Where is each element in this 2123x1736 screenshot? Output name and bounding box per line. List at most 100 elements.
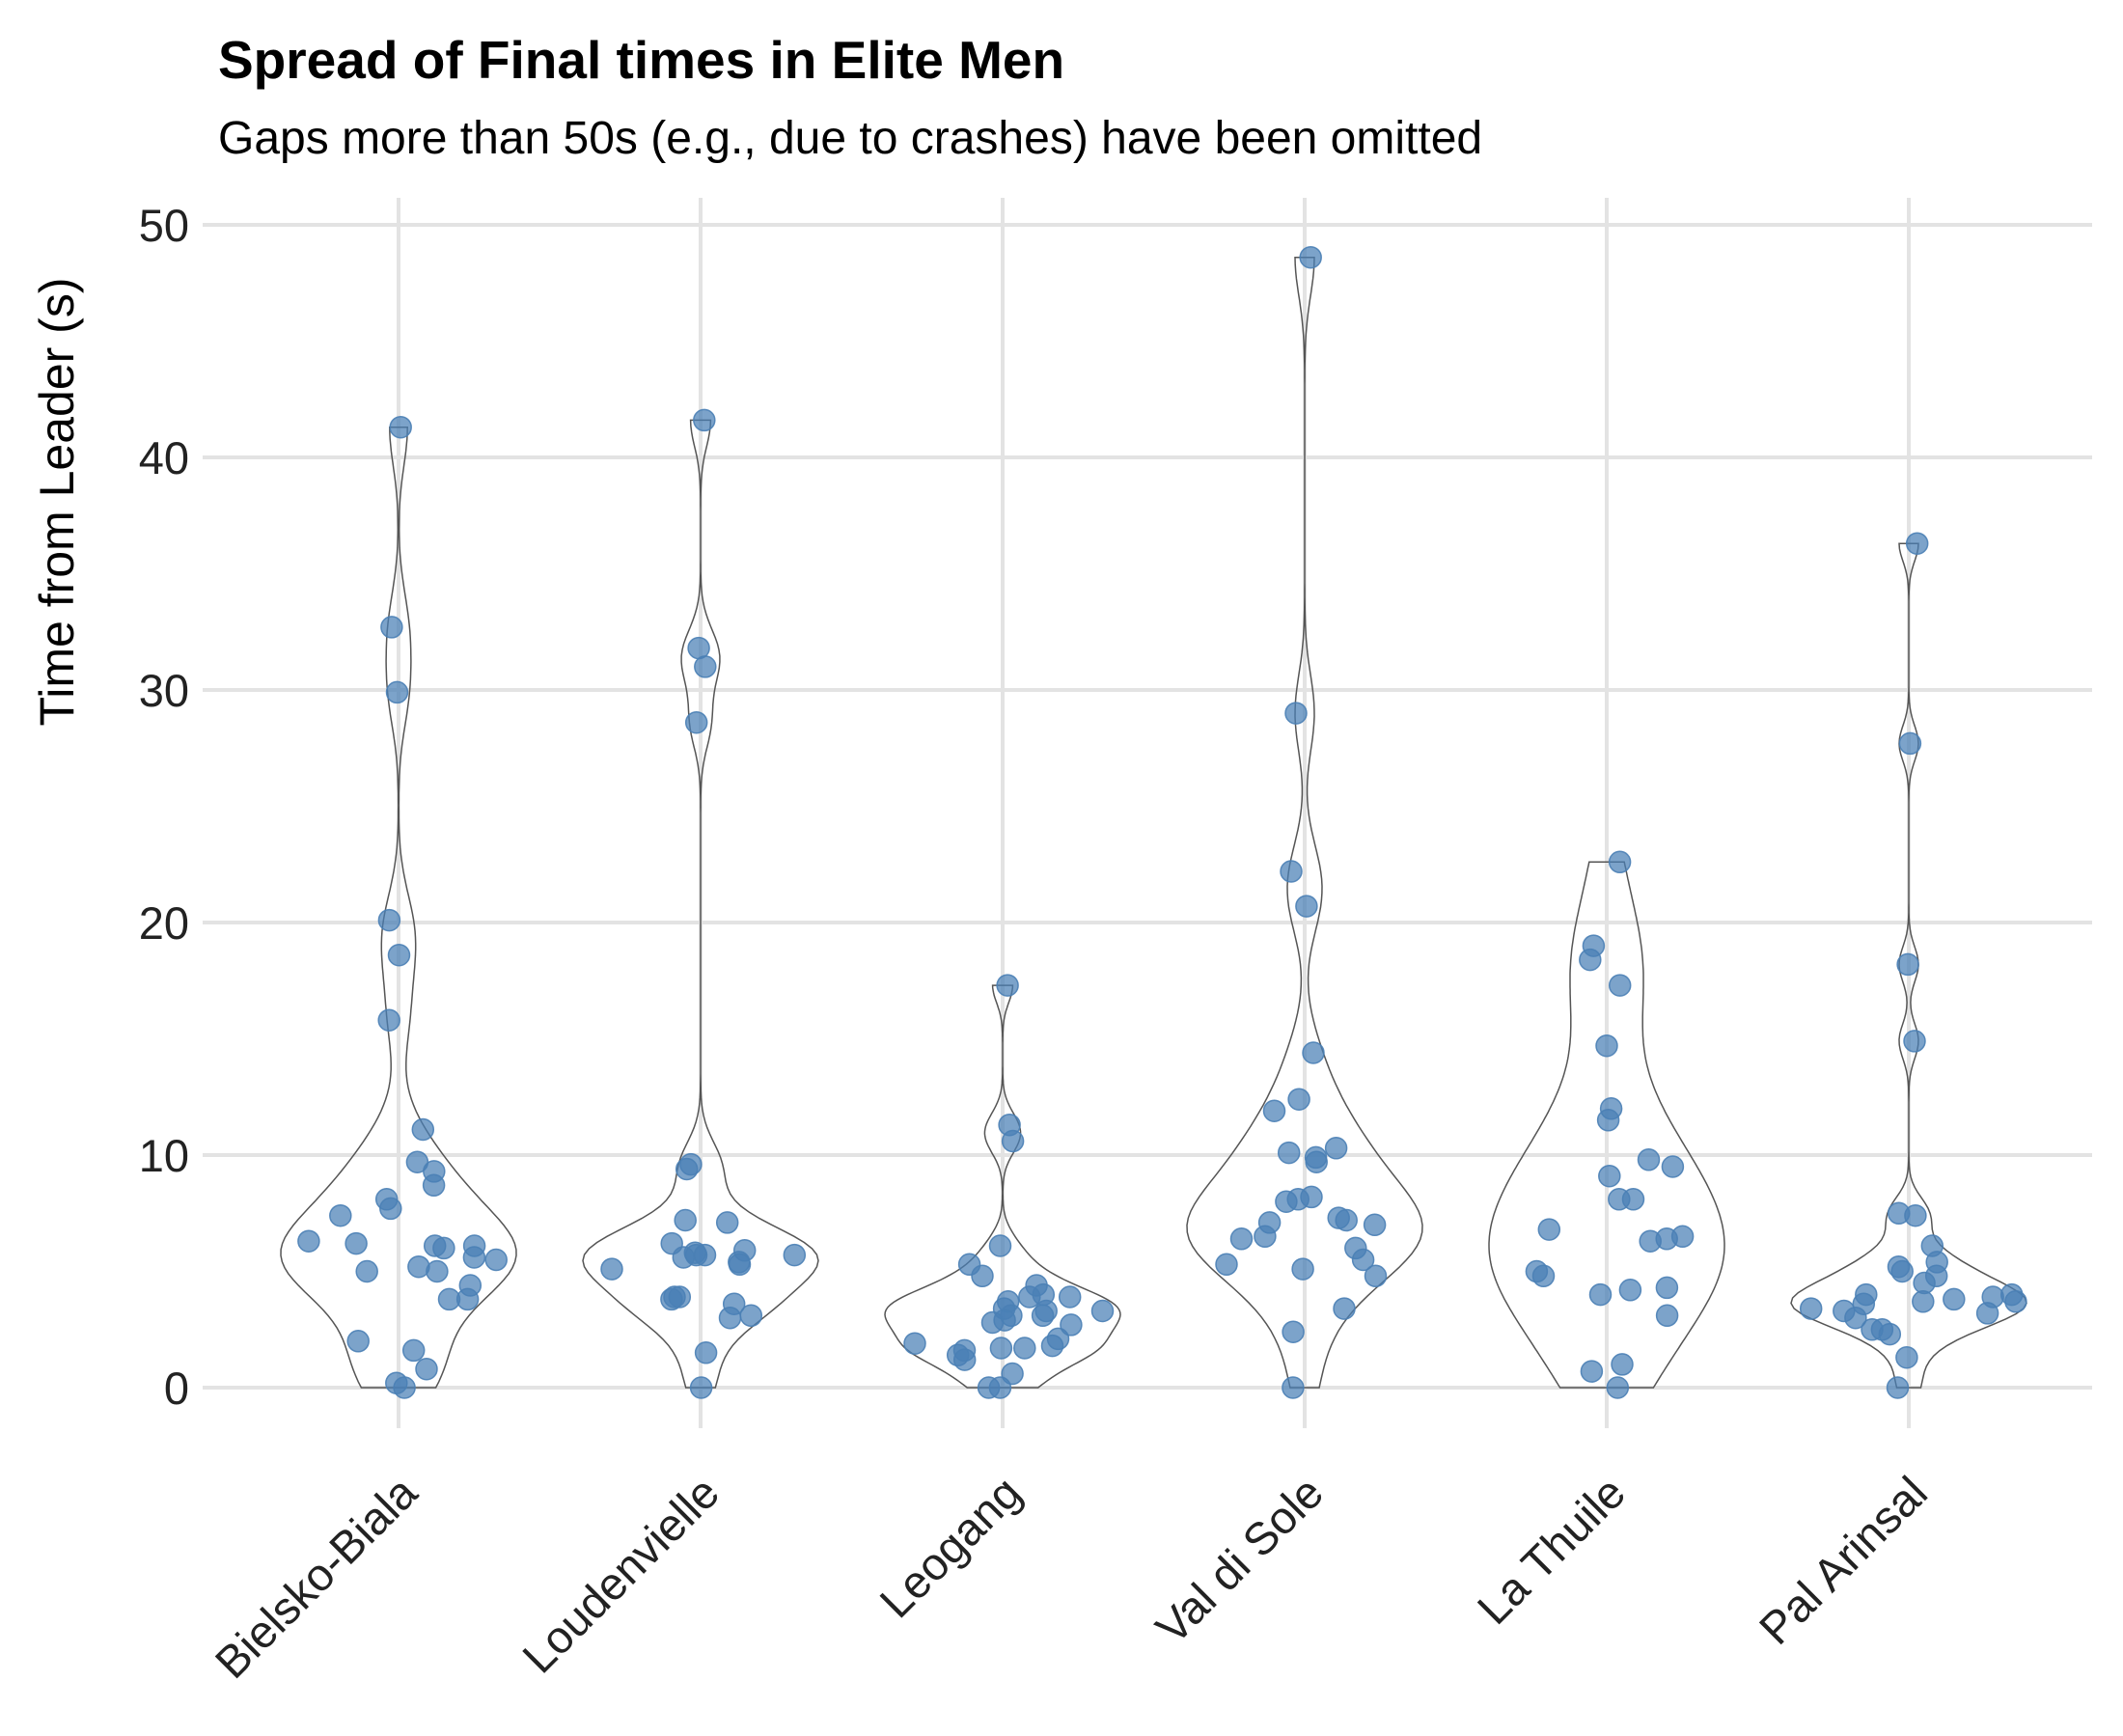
data-point [387,943,411,967]
data-point [660,1287,683,1311]
data-point [988,1376,1012,1399]
data-point [437,1287,461,1311]
y-axis-label: Time from Leader (s) [30,278,84,727]
data-point [1580,1360,1604,1383]
data-point [1031,1304,1055,1328]
data-point [1895,1345,1918,1369]
data-point [422,1173,446,1198]
data-point [1351,1248,1375,1272]
x-tick-label: Bielsko-Biala [205,1466,427,1688]
data-point [1886,1376,1910,1399]
data-point [1090,1299,1115,1323]
chart-title: Spread of Final times in Elite Men [218,30,1065,90]
data-point [1903,1030,1926,1053]
data-point [1975,1302,1999,1325]
violins [280,256,2027,1389]
data-point [1608,850,1632,874]
data-point [718,1306,742,1330]
data-point [345,1231,368,1255]
data-point [1363,1213,1387,1237]
data-point [1275,1190,1298,1213]
data-point [783,1243,807,1267]
data-point [1280,860,1303,883]
data-point [1898,731,1922,756]
data-point [1598,1164,1621,1188]
data-point [1335,1208,1358,1232]
violin-outline [582,419,819,1389]
data-point [988,1234,1012,1257]
data-point [1943,1287,1966,1311]
data-point [1799,1297,1823,1320]
data-point [1531,1264,1556,1288]
y-tick-label: 50 [139,200,189,251]
y-tick-label: 0 [164,1363,189,1414]
y-tick-label: 10 [139,1130,189,1181]
data-point [996,974,1019,997]
data-point [411,1117,435,1142]
data-point [739,1304,763,1328]
data-point [728,1253,752,1277]
data-point [1333,1297,1356,1320]
data-point [1905,532,1929,555]
data-point [694,655,717,678]
y-tick-label: 20 [139,897,189,949]
y-tick-labels: 0 10 20 30 40 50 [139,200,189,1414]
data-point [401,1338,426,1363]
data-point [693,408,716,432]
violin-outline [1790,542,2027,1389]
data-point [689,1376,713,1399]
data-point [297,1229,320,1253]
data-point [672,1246,696,1269]
data-point [1878,1322,1902,1346]
data-point [462,1246,486,1269]
data-point [1291,1257,1314,1281]
data-point [426,1259,449,1283]
data-point [1655,1304,1679,1328]
data-point [1537,1218,1561,1241]
data-point [1618,1279,1642,1302]
x-tick-label: La Thuile [1467,1467,1635,1635]
violin-outline [1186,256,1423,1389]
data-point [1890,1259,1914,1283]
data-point [684,710,708,734]
data-point [1060,1313,1083,1336]
data-point [1324,1137,1348,1160]
data-point [1639,1229,1662,1253]
data-point [1013,1336,1036,1360]
x-tick-label: Val di Sole [1145,1467,1333,1654]
data-point [1661,1155,1685,1178]
x-tick-label: Pal Arinsal [1750,1467,1937,1654]
data-point [1295,895,1318,918]
data-point [385,680,409,704]
data-point [1305,1150,1328,1173]
data-point [1595,1033,1618,1058]
data-point [1058,1285,1082,1309]
data-point [1896,952,1919,977]
y-tick-label: 40 [139,432,189,483]
data-points [297,245,2027,1399]
data-point [1596,1109,1620,1132]
data-point [1284,702,1308,725]
x-tick-labels: Bielsko-Biala Loudenvielle Leogang Val di S… [205,1466,1937,1688]
data-point [1254,1225,1277,1249]
violin-outline [1488,861,1725,1389]
data-point [380,616,403,639]
data-point [377,908,401,932]
data-point [1844,1306,1867,1330]
data-point [980,1310,1005,1335]
data-point [971,1264,994,1288]
data-point [1912,1290,1935,1313]
data-point [377,1008,400,1032]
data-point [329,1203,352,1227]
data-point [393,1376,416,1399]
x-tick-label: Loudenvielle [512,1467,729,1683]
data-point [600,1257,623,1281]
data-point [715,1211,739,1234]
data-point [693,1243,717,1267]
data-point [355,1259,378,1283]
y-tick-label: 30 [139,665,189,716]
data-point [1606,1376,1630,1399]
data-point [1262,1099,1286,1122]
data-point [379,1197,402,1221]
gridlines [203,198,2092,1428]
